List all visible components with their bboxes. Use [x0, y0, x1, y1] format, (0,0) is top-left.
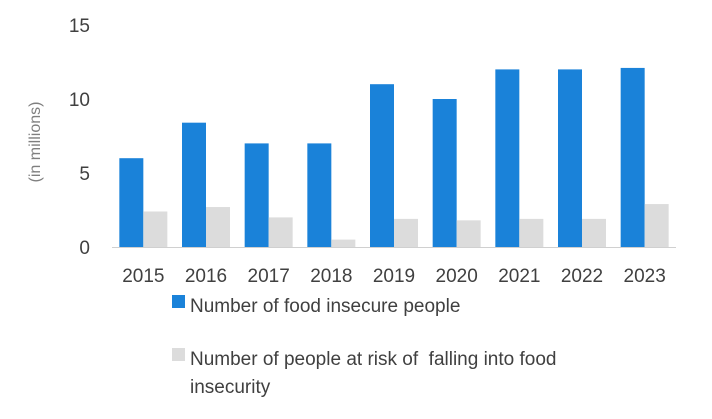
- x-tick-label: 2017: [248, 266, 290, 287]
- x-tick-label: 2015: [122, 266, 164, 287]
- bar-food-insecure-2018: [307, 143, 332, 247]
- bar-food-insecure-2021: [495, 69, 520, 248]
- bar-food-insecure-2020: [432, 99, 457, 247]
- y-tick-label: 5: [79, 164, 90, 185]
- x-tick-label: 2022: [561, 266, 603, 287]
- bar-at-risk-2019: [394, 218, 418, 247]
- bar-food-insecure-2019: [370, 84, 394, 247]
- legend: Number of food insecure people Number of …: [172, 295, 556, 398]
- legend-label-at-risk: Number of people at risk of falling into…: [190, 349, 556, 370]
- legend-label-food-insecure: Number of food insecure people: [190, 296, 460, 317]
- bar-at-risk-2016: [206, 207, 230, 247]
- bars-group: [119, 67, 669, 248]
- bar-food-insecure-2017: [244, 143, 269, 247]
- x-tick-label: 2019: [373, 266, 415, 287]
- x-tick-label: 2023: [624, 266, 666, 287]
- y-axis-ticks: 0 5 10 15: [69, 16, 90, 259]
- bar-at-risk-2022: [582, 218, 606, 247]
- y-tick-label: 15: [69, 16, 90, 37]
- bar-food-insecure-2016: [182, 122, 206, 247]
- bar-at-risk-2018: [331, 239, 356, 247]
- x-tick-label: 2016: [185, 266, 227, 287]
- bar-food-insecure-2015: [119, 158, 144, 247]
- y-axis-label: (in millions): [27, 102, 44, 183]
- legend-label-at-risk: insecurity: [190, 377, 271, 398]
- x-tick-label: 2018: [310, 266, 352, 287]
- x-tick-label: 2021: [498, 266, 540, 287]
- legend-swatch-food-insecure: [172, 295, 185, 308]
- bar-food-insecure-2023: [620, 67, 645, 247]
- y-tick-label: 0: [79, 238, 90, 259]
- legend-swatch-at-risk: [172, 348, 185, 361]
- y-axis-label-group: (in millions): [27, 102, 44, 183]
- bar-at-risk-2021: [519, 218, 544, 247]
- bar-at-risk-2020: [456, 220, 481, 247]
- bar-at-risk-2015: [143, 211, 168, 247]
- bar-at-risk-2023: [644, 204, 669, 247]
- y-tick-label: 10: [69, 90, 90, 111]
- bar-at-risk-2017: [268, 217, 293, 247]
- bar-food-insecure-2022: [558, 69, 582, 248]
- x-tick-label: 2020: [436, 266, 478, 287]
- x-axis-ticks: 2015 2016 2017 2018 2019 2020 2021 2022 2023: [122, 266, 666, 287]
